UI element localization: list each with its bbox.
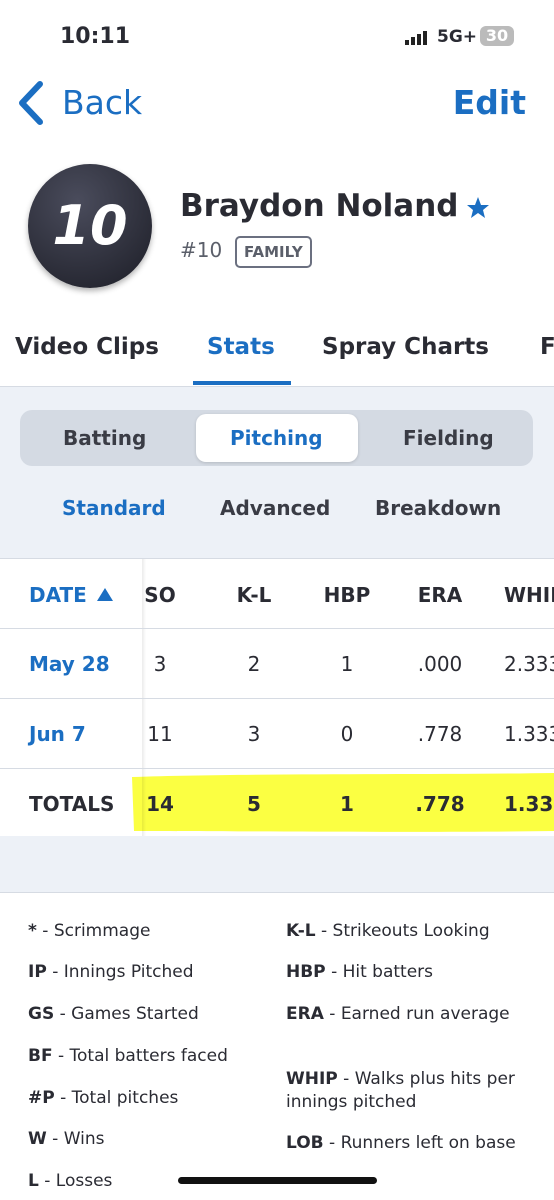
- tab-active[interactable]: Stats: [207, 334, 275, 360]
- legend-item: W - Wins: [28, 1128, 278, 1151]
- date-link[interactable]: Jun 7: [29, 722, 86, 746]
- battery: 30: [480, 26, 514, 46]
- role-badge: FAMILY: [235, 236, 312, 268]
- stat-cell: .778: [415, 792, 465, 816]
- row-divider: [0, 768, 554, 769]
- legend-abbr: *: [28, 921, 37, 941]
- legend-abbr: IP: [28, 962, 47, 982]
- player-name: Braydon Noland: [180, 188, 459, 224]
- legend-abbr: LOB: [286, 1133, 324, 1153]
- legend-text: - Strikeouts Looking: [321, 921, 490, 941]
- stat-cell: 3: [153, 652, 167, 676]
- back-chevron[interactable]: [14, 80, 46, 126]
- legend-item: BF - Total batters faced: [28, 1045, 278, 1068]
- tab[interactable]: Video Clips: [15, 334, 159, 360]
- status-time: 10:11: [60, 24, 131, 49]
- legend-item: LOB - Runners left on base: [286, 1132, 526, 1155]
- row-divider: [0, 628, 554, 629]
- stat-cell: 0: [340, 722, 354, 746]
- legend-text: - Losses: [44, 1171, 113, 1191]
- player-avatar: 10: [28, 164, 152, 288]
- legend-item: * - Scrimmage: [28, 920, 278, 943]
- legend-abbr: GS: [28, 1004, 55, 1024]
- signal-icon: [405, 31, 427, 45]
- stat-cell: 1.333: [504, 722, 554, 746]
- highlight-marker: [132, 773, 554, 832]
- legend-text: - Walks plus hits per innings pitched: [286, 1069, 515, 1112]
- column-header: K-L: [236, 583, 272, 607]
- stat-cell: 11: [147, 722, 173, 746]
- sort-header[interactable]: DATE: [29, 583, 87, 607]
- legend-abbr: K-L: [286, 921, 316, 941]
- sticky-column-shadow: [142, 559, 146, 836]
- date-link[interactable]: May 28: [29, 652, 110, 676]
- legend-text: - Runners left on base: [329, 1133, 516, 1153]
- legend-item: ERA - Earned run average: [286, 1003, 526, 1026]
- segment[interactable]: Batting: [63, 426, 147, 450]
- legend-abbr: #P: [28, 1088, 55, 1108]
- legend-abbr: W: [28, 1129, 47, 1149]
- sub-tab-active[interactable]: Standard: [62, 496, 166, 520]
- stat-cell: 2: [247, 652, 261, 676]
- tab[interactable]: Spray Charts: [322, 334, 489, 360]
- favorite-star[interactable]: [466, 196, 490, 220]
- stat-cell: 1.333: [504, 792, 554, 816]
- column-header: HBP: [323, 583, 371, 607]
- totals-label: TOTALS: [29, 792, 115, 816]
- legend-item: GS - Games Started: [28, 1003, 278, 1026]
- legend-text: - Total pitches: [60, 1088, 179, 1108]
- tab-indicator: [193, 381, 291, 385]
- tab[interactable]: F: [540, 334, 554, 360]
- sub-tab[interactable]: Advanced: [220, 496, 331, 520]
- legend-text: - Wins: [52, 1129, 105, 1149]
- legend-item: L - Losses: [28, 1170, 278, 1193]
- stat-cell: .778: [417, 722, 463, 746]
- row-divider: [0, 698, 554, 699]
- network-label: 5G+: [437, 27, 478, 47]
- legend-abbr: HBP: [286, 962, 326, 982]
- stat-cell: 5: [247, 792, 261, 816]
- legend-abbr: L: [28, 1171, 39, 1191]
- segment[interactable]: Fielding: [403, 426, 494, 450]
- stat-cell: 3: [247, 722, 261, 746]
- segment-active[interactable]: Pitching: [230, 426, 323, 450]
- legend-text: - Earned run average: [329, 1004, 510, 1024]
- sort-arrow: [97, 588, 113, 601]
- legend-text: - Scrimmage: [42, 921, 151, 941]
- legend-abbr: BF: [28, 1046, 53, 1066]
- legend-item: IP - Innings Pitched: [28, 961, 278, 984]
- edit-button[interactable]: Edit: [452, 83, 526, 122]
- stat-cell: 14: [146, 792, 174, 816]
- sub-tab[interactable]: Breakdown: [375, 496, 502, 520]
- stat-cell: 1: [340, 792, 354, 816]
- stat-cell: 1: [340, 652, 354, 676]
- legend-text: - Total batters faced: [57, 1046, 228, 1066]
- player-number: #10: [180, 238, 223, 262]
- legend-item: HBP - Hit batters: [286, 961, 526, 984]
- stats-table: DATE SO K-L HBP ERA WHIP May 28 3 2 1 .000 2.333 Jun…: [0, 558, 554, 837]
- legend-item: WHIP - Walks plus hits per innings pitch…: [286, 1068, 526, 1114]
- legend-item: K-L - Strikeouts Looking: [286, 920, 526, 943]
- legend-abbr: ERA: [286, 1004, 324, 1024]
- back-button[interactable]: Back: [62, 83, 143, 122]
- spacer: [0, 836, 554, 893]
- stat-cell: 2.333: [504, 652, 554, 676]
- column-header: SO: [144, 583, 176, 607]
- column-header: ERA: [417, 583, 463, 607]
- segment-selected: [196, 414, 358, 462]
- column-header: WHIP: [504, 583, 554, 607]
- legend-item: #P - Total pitches: [28, 1087, 278, 1110]
- legend-text: - Hit batters: [331, 962, 434, 982]
- legend-text: - Games Started: [59, 1004, 199, 1024]
- stat-cell: .000: [417, 652, 463, 676]
- legend-text: - Innings Pitched: [52, 962, 194, 982]
- legend-abbr: WHIP: [286, 1069, 338, 1089]
- home-indicator: [178, 1177, 377, 1184]
